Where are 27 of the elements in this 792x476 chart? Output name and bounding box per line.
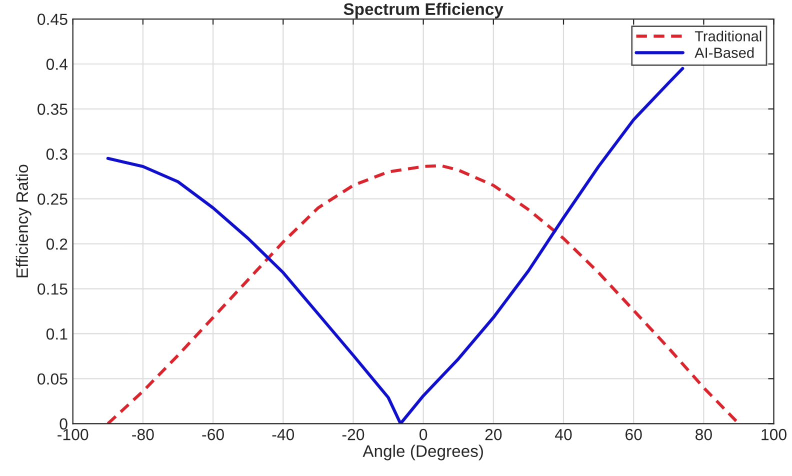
x-tick-label: 80 xyxy=(696,428,712,440)
y-tick-label: 0.45 xyxy=(38,14,68,25)
x-tick-label: -40 xyxy=(272,428,294,440)
y-tick-label: 0.2 xyxy=(46,238,68,250)
y-tick-label: 0.35 xyxy=(38,104,68,115)
y-tick-label: 0.4 xyxy=(46,58,68,70)
y-tick-label: 0.05 xyxy=(38,373,68,385)
x-tick-label: -20 xyxy=(342,428,364,440)
x-tick-label: 20 xyxy=(485,428,502,440)
y-tick-label: 0.25 xyxy=(38,193,68,205)
line-series xyxy=(106,66,684,424)
x-tick-label: -100 xyxy=(58,428,88,440)
y-tick-label: 0.15 xyxy=(38,283,68,295)
x-tick-label: 40 xyxy=(554,428,572,440)
x-tick-label: -80 xyxy=(132,428,154,440)
x-tick-label: -60 xyxy=(202,428,224,440)
legend-label: Traditional xyxy=(694,30,762,42)
legend-label: AI-Based xyxy=(694,47,754,58)
x-tick-label: 100 xyxy=(762,428,786,440)
x-tick-label: 0 xyxy=(420,428,428,440)
y-tick-label: 0.3 xyxy=(46,148,68,160)
y-tick-label: 0.1 xyxy=(46,328,68,340)
x-axis-title: Angle (Degrees) xyxy=(362,444,483,460)
chart-title: Spectrum Efficiency xyxy=(344,2,504,18)
y-tick-label: 0 xyxy=(60,418,68,430)
y-axis-title: Efficiency Ratio xyxy=(16,164,32,278)
x-tick-label: 60 xyxy=(626,428,642,440)
